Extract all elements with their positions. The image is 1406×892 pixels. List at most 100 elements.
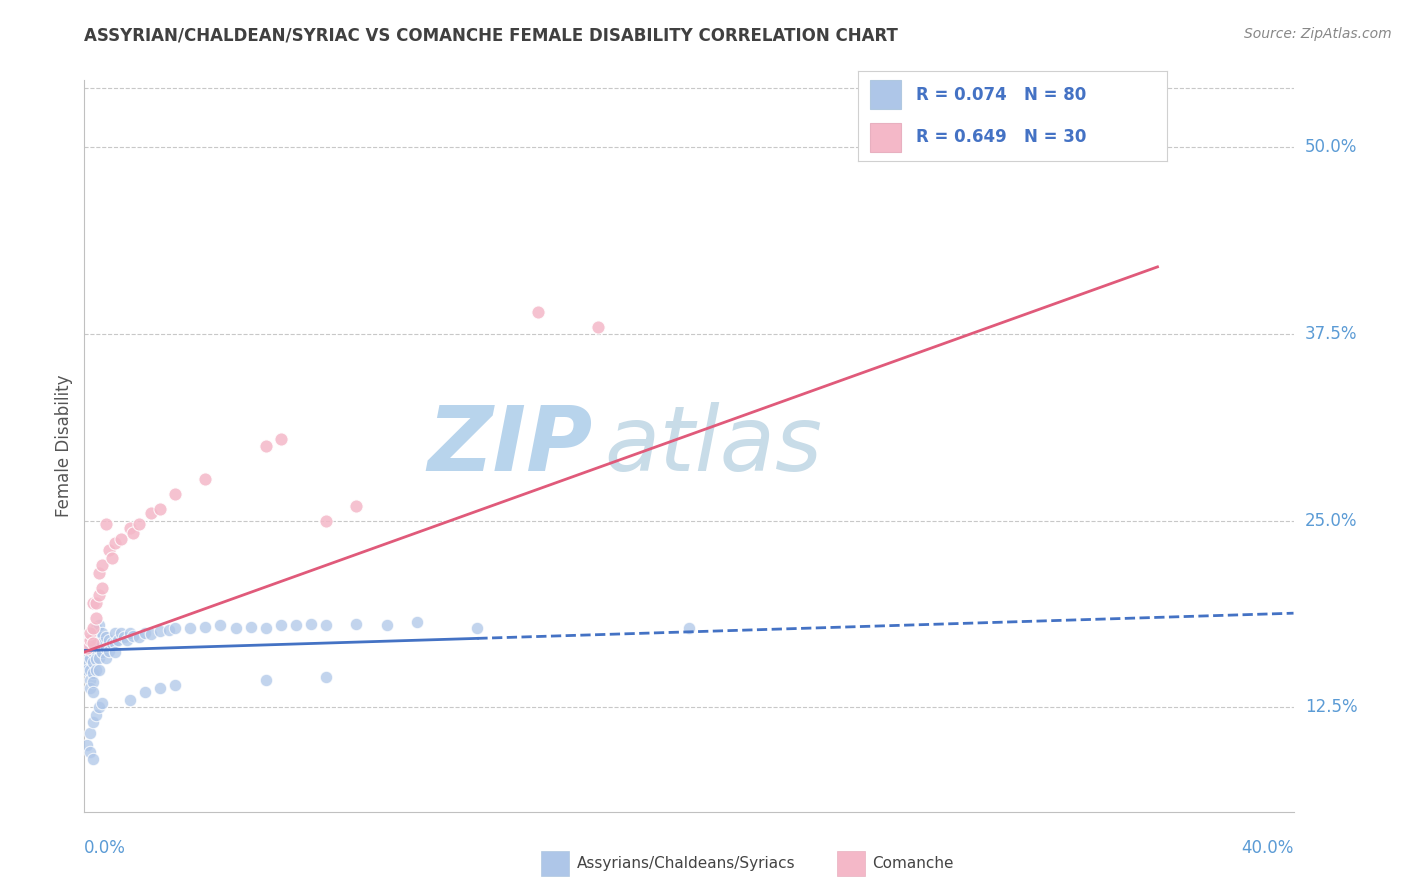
Point [89,566,111,580]
Point [588,319,610,334]
Point [128,516,150,531]
Point [86,596,108,610]
Text: R = 0.649   N = 30: R = 0.649 N = 30 [917,128,1087,146]
Point [118,521,141,535]
Text: 25.0%: 25.0% [1305,512,1357,530]
Point [79,745,101,759]
Point [163,621,186,635]
Point [239,619,262,633]
Text: 12.5%: 12.5% [1305,698,1357,716]
Point [89,663,111,677]
Bar [870,123,901,152]
Point [82,621,104,635]
Point [118,625,141,640]
Point [86,652,108,666]
Point [82,596,104,610]
Point [82,656,104,670]
Point [104,645,127,659]
Point [97,633,120,648]
Point [89,700,111,714]
Point [110,625,132,640]
Point [89,630,111,644]
Point [346,616,368,631]
Point [79,725,101,739]
Point [76,648,98,662]
Point [104,536,127,550]
Point [86,633,108,648]
Point [79,651,101,665]
Point [107,633,129,648]
Point [149,501,172,516]
Point [94,516,117,531]
Point [163,487,186,501]
Point [115,633,138,648]
Point [149,681,172,695]
Point [128,630,150,644]
Point [82,685,104,699]
Point [76,656,98,670]
Point [134,685,156,699]
Point [112,630,135,644]
Point [76,640,98,655]
Point [79,681,101,695]
Text: 50.0%: 50.0% [1305,138,1357,156]
Point [76,738,98,752]
Bar [870,80,901,109]
Point [91,636,114,650]
Point [82,665,104,680]
Point [149,624,172,639]
Point [526,304,548,318]
Text: 37.5%: 37.5% [1305,325,1357,343]
Point [254,673,277,688]
Point [97,543,120,558]
Point [79,663,101,677]
Point [678,621,700,635]
Point [157,623,180,637]
Point [76,663,98,677]
Point [97,643,120,657]
Point [94,630,117,644]
Text: R = 0.074   N = 80: R = 0.074 N = 80 [917,87,1087,104]
Point [89,618,111,632]
Text: 40.0%: 40.0% [1241,839,1294,857]
Point [118,692,141,706]
Text: Source: ZipAtlas.com: Source: ZipAtlas.com [1244,27,1392,41]
Point [315,618,337,632]
Text: ASSYRIAN/CHALDEAN/SYRIAC VS COMANCHE FEMALE DISABILITY CORRELATION CHART: ASSYRIAN/CHALDEAN/SYRIAC VS COMANCHE FEM… [84,27,898,45]
Point [270,618,292,632]
Point [315,670,337,684]
Point [100,636,122,650]
Point [79,640,101,655]
Point [406,615,429,629]
Point [254,621,277,635]
Point [91,558,114,573]
Point [225,621,247,635]
Point [91,645,114,659]
Point [121,629,143,643]
Point [82,625,104,640]
Point [86,663,108,677]
Point [179,621,201,635]
Point [194,619,217,633]
Text: atlas: atlas [605,402,823,490]
Point [100,551,122,566]
Point [209,618,232,632]
Point [104,625,127,640]
Point [79,633,101,648]
Point [139,627,162,641]
Point [82,752,104,766]
Point [134,625,156,640]
Point [139,506,162,520]
Point [104,636,127,650]
Point [375,618,398,632]
Point [89,651,111,665]
Point [163,678,186,692]
Text: Comanche: Comanche [872,856,953,871]
Point [94,651,117,665]
Point [79,630,101,644]
Point [284,618,308,632]
Point [91,625,114,640]
Point [82,636,104,650]
Point [79,673,101,688]
Text: ZIP: ZIP [427,402,592,490]
